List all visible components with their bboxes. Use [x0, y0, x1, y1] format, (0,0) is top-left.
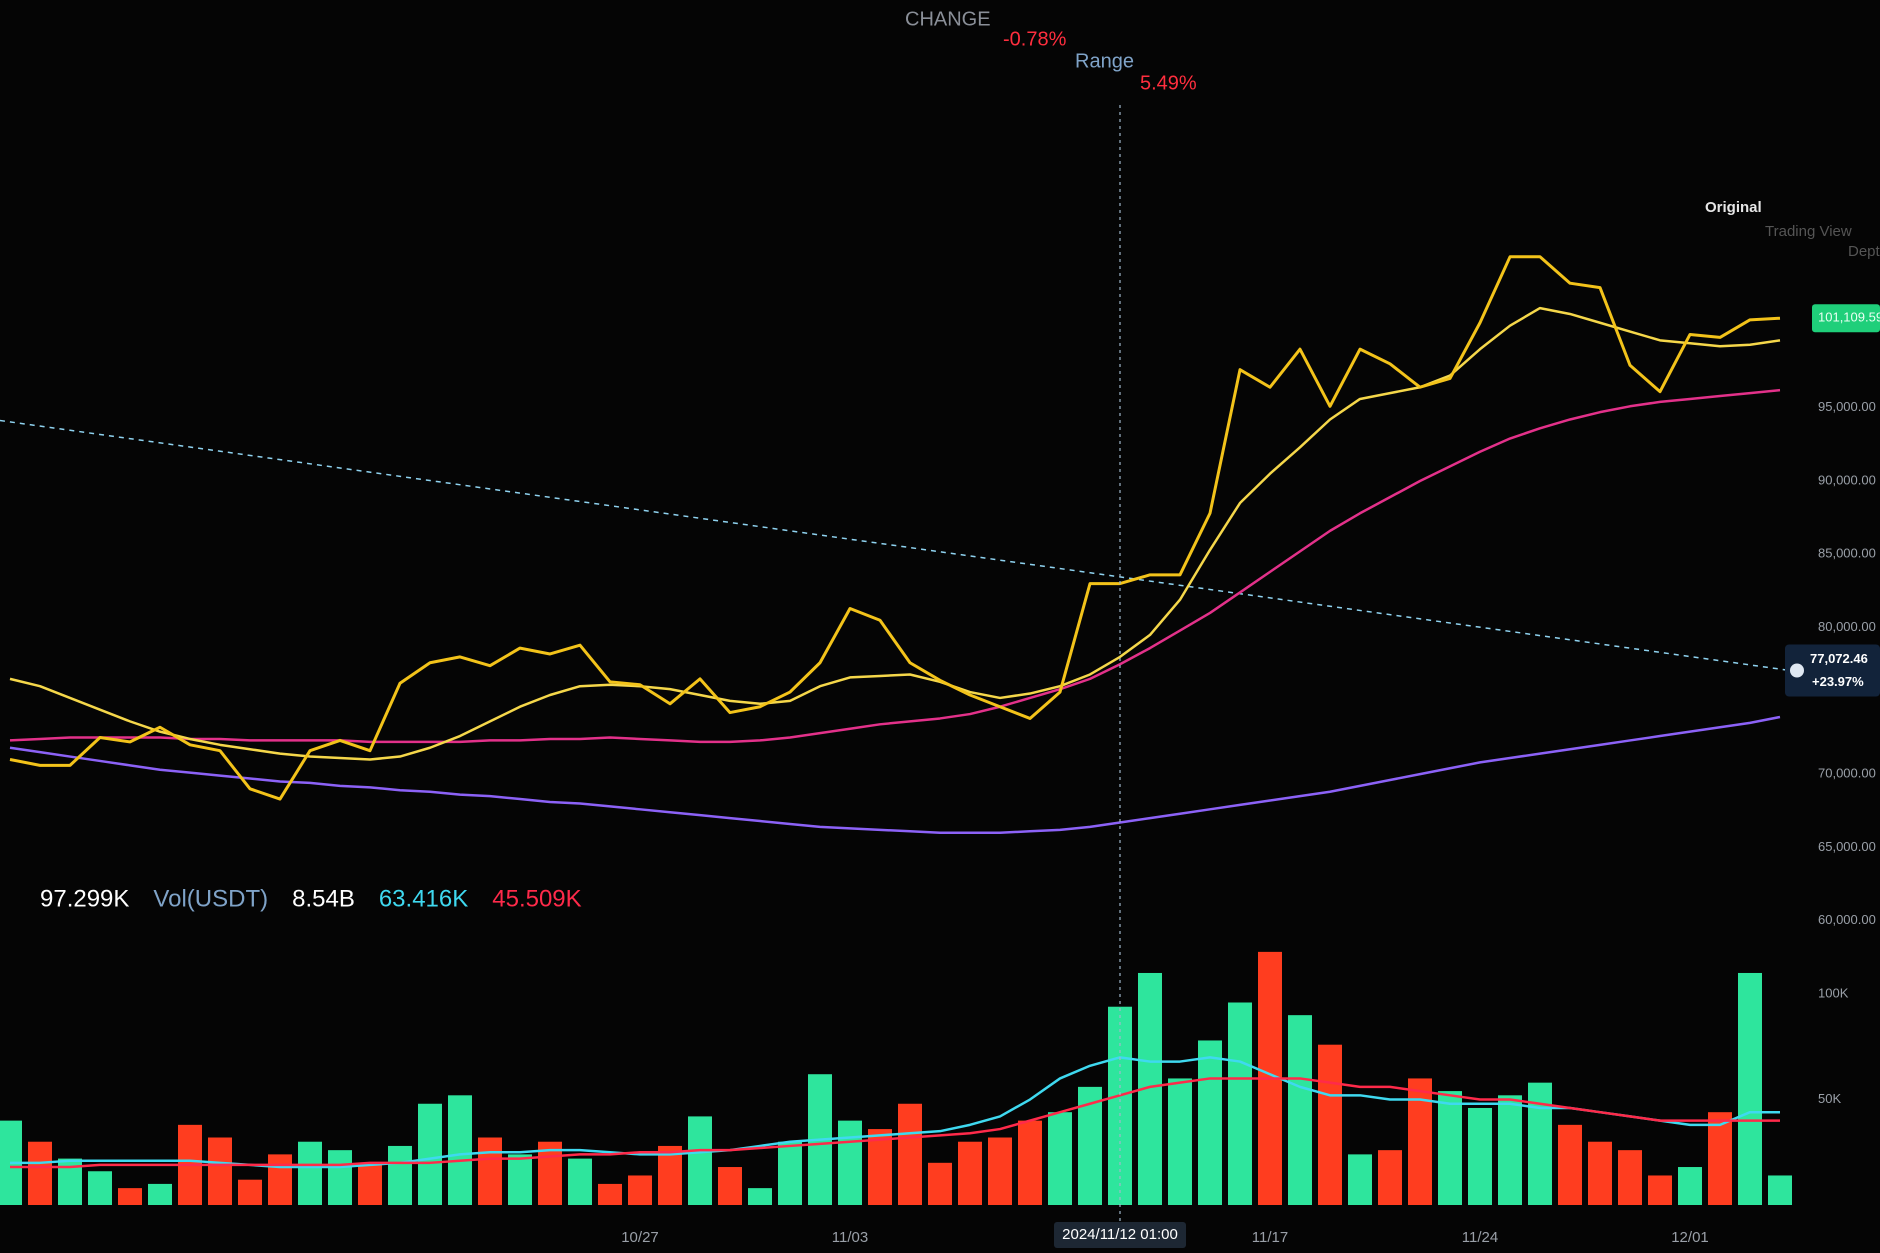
price-line — [9, 255, 1781, 801]
volume-bar — [1768, 1175, 1792, 1205]
x-tick-label: 10/27 — [621, 1229, 659, 1246]
x-tick-label: 11/17 — [1252, 1229, 1288, 1246]
volume-bar — [1618, 1150, 1642, 1205]
volume-bar — [1288, 1015, 1312, 1205]
volume-bar — [118, 1188, 142, 1205]
x-tick-label: 11/24 — [1462, 1229, 1498, 1246]
volume-bar — [958, 1141, 982, 1205]
y-tick-label: 60,000.00 — [1818, 912, 1876, 927]
y-tick-label: 85,000.00 — [1818, 546, 1876, 561]
x-tick-label: 12/01 — [1671, 1229, 1709, 1246]
volume-bar — [1738, 972, 1762, 1205]
y-tick-label: 95,000.00 — [1818, 399, 1876, 414]
y-tick-label: 90,000.00 — [1818, 472, 1876, 487]
legend-text: 97.299K — [40, 885, 129, 912]
volume-bar — [688, 1116, 712, 1205]
volume-bar — [1438, 1091, 1462, 1205]
range-value: 5.49% — [1140, 72, 1197, 94]
volume-bar — [358, 1162, 382, 1205]
price-tag-label: 101,109.59 — [1818, 310, 1880, 325]
legend-text: Vol(USDT) — [153, 885, 268, 912]
y-tick-label: 50K — [1818, 1091, 1841, 1106]
y-tick-label: 65,000.00 — [1818, 839, 1876, 854]
volume-bar — [328, 1150, 352, 1205]
volume-bar — [1708, 1112, 1732, 1205]
volume-bar — [1558, 1124, 1582, 1205]
volume-bar — [478, 1137, 502, 1205]
volume-bar — [1198, 1040, 1222, 1205]
tab[interactable]: Original — [1705, 199, 1762, 216]
legend-text: 45.509K — [492, 885, 581, 912]
volume-bar — [1408, 1078, 1432, 1205]
volume-bar — [298, 1141, 322, 1205]
volume-bar — [88, 1171, 112, 1205]
volume-bar — [388, 1145, 412, 1205]
price-tag — [1812, 304, 1880, 333]
volume-bar — [628, 1175, 652, 1205]
volume-bar — [1678, 1167, 1702, 1205]
volume-bar — [1018, 1120, 1042, 1205]
y-tick-label: 100K — [1818, 986, 1849, 1001]
price-line — [9, 388, 1781, 744]
volume-bar — [1168, 1078, 1192, 1205]
volume-legend: 97.299K Vol(USDT) 8.54B 63.416K 45.509K — [40, 885, 582, 912]
crosshair-tag — [1785, 644, 1880, 697]
volume-bar — [268, 1154, 292, 1205]
volume-bar — [28, 1141, 52, 1205]
crosshair-icon — [1790, 663, 1804, 678]
volume-bar — [898, 1103, 922, 1205]
legend-text: 8.54B — [292, 885, 355, 912]
crosshair-price: 77,072.46 — [1810, 651, 1868, 666]
volume-bar — [838, 1120, 862, 1205]
volume-bar — [748, 1188, 772, 1205]
volume-bar — [538, 1141, 562, 1205]
volume-bar — [598, 1183, 622, 1205]
legend-text: 63.416K — [379, 885, 468, 912]
volume-bar — [1468, 1107, 1492, 1205]
y-tick-label: 70,000.00 — [1818, 766, 1876, 781]
crosshair-change: +23.97% — [1812, 674, 1864, 689]
volume-bar — [148, 1183, 172, 1205]
volume-bar — [1228, 1002, 1252, 1205]
volume-bar — [1498, 1095, 1522, 1205]
volume-bar — [508, 1154, 532, 1205]
volume-ma-line — [10, 1077, 1780, 1169]
volume-bar — [1318, 1044, 1342, 1205]
price-line — [9, 715, 1781, 835]
volume-bar — [418, 1103, 442, 1205]
volume-ma-line — [10, 1056, 1780, 1169]
volume-bar — [448, 1095, 472, 1205]
tab[interactable]: Depth — [1848, 243, 1880, 260]
volume-bar — [1528, 1082, 1552, 1205]
volume-bar — [208, 1137, 232, 1205]
volume-bar — [928, 1162, 952, 1205]
x-tick-label: 11/03 — [832, 1229, 868, 1246]
change-value: -0.78% — [1003, 28, 1067, 50]
tab[interactable]: Trading View — [1765, 223, 1852, 240]
volume-bar — [1378, 1150, 1402, 1205]
range-label: Range — [1075, 50, 1134, 72]
volume-bar — [778, 1141, 802, 1205]
volume-bar — [238, 1179, 262, 1205]
volume-bar — [1588, 1141, 1612, 1205]
volume-bar — [568, 1158, 592, 1205]
volume-bar — [1348, 1154, 1372, 1205]
volume-bar — [1048, 1112, 1072, 1205]
volume-bar — [988, 1137, 1012, 1205]
volume-bar — [718, 1167, 742, 1205]
volume-bar — [1648, 1175, 1672, 1205]
y-tick-label: 80,000.00 — [1818, 619, 1876, 634]
change-label: CHANGE — [905, 8, 991, 30]
crosshair-date-tag — [1054, 1222, 1186, 1248]
trend-line — [0, 419, 1791, 672]
volume-bar — [658, 1145, 682, 1205]
volume-bar — [868, 1129, 892, 1205]
crosshair-date: 2024/11/12 01:00 — [1062, 1226, 1178, 1243]
